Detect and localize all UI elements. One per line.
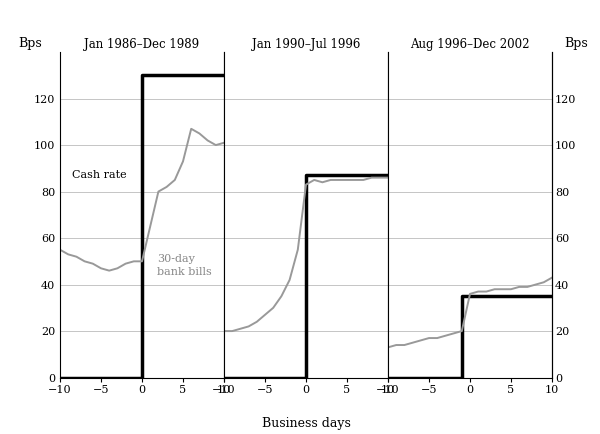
Text: 30-day
bank bills: 30-day bank bills — [157, 254, 212, 277]
Text: Bps: Bps — [564, 37, 588, 50]
Text: Business days: Business days — [262, 417, 350, 430]
Title: Aug 1996–Dec 2002: Aug 1996–Dec 2002 — [410, 38, 530, 51]
Title: Jan 1990–Jul 1996: Jan 1990–Jul 1996 — [252, 38, 360, 51]
Title: Jan 1986–Dec 1989: Jan 1986–Dec 1989 — [85, 38, 200, 51]
Text: Cash rate: Cash rate — [73, 170, 127, 180]
Text: Bps: Bps — [18, 37, 42, 50]
